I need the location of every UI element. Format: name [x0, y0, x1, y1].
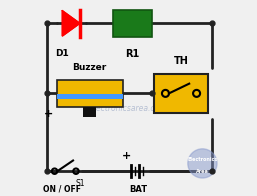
Circle shape — [188, 149, 217, 178]
Bar — [57, 94, 123, 99]
Text: ON / OFF: ON / OFF — [43, 185, 81, 194]
Text: Buzzer: Buzzer — [72, 63, 107, 72]
Polygon shape — [62, 11, 80, 36]
Text: D1: D1 — [56, 49, 69, 58]
Text: R1: R1 — [125, 49, 140, 59]
Text: BAT: BAT — [129, 185, 147, 194]
Bar — [113, 10, 152, 37]
Bar — [57, 80, 123, 107]
Text: electronicsarea.com: electronicsarea.com — [90, 104, 167, 113]
Text: S1: S1 — [75, 179, 85, 188]
Bar — [83, 107, 96, 117]
Text: +: + — [122, 152, 131, 162]
Text: TH: TH — [173, 56, 188, 66]
Bar — [154, 74, 208, 113]
Text: Area: Area — [196, 169, 209, 174]
Text: Electronics: Electronics — [187, 157, 218, 162]
Text: +: + — [44, 109, 53, 119]
